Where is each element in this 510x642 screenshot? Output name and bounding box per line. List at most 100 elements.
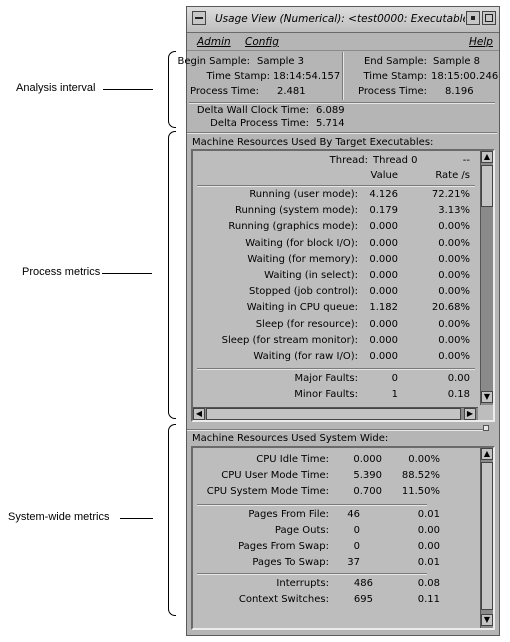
scroll-down-arrow-icon[interactable]: ▼ [481, 391, 493, 403]
process-hscroll-thumb[interactable] [206, 408, 461, 420]
metric-rate: 3.13% [438, 205, 470, 217]
pages-misc-separator [197, 573, 427, 575]
metric-rate: 0.00% [438, 270, 470, 281]
process-horizontal-scrollbar[interactable]: ◀ ▶ [193, 407, 478, 420]
metric-label: Running (user mode): [249, 189, 358, 200]
thread-value: Thread 0 [373, 155, 418, 166]
metric-rate: 0.00% [438, 351, 470, 362]
system-scroll-down-arrow-icon[interactable]: ▼ [481, 614, 493, 626]
window-menu-icon [195, 17, 203, 19]
metric-value: 0.000 [369, 221, 398, 233]
metric-value: 0 [353, 541, 360, 552]
system-vscroll-thumb[interactable] [481, 462, 493, 610]
metric-label: CPU User Mode Time: [221, 470, 329, 481]
process-vertical-scrollbar[interactable]: ▲ ▼ [480, 151, 493, 405]
begin-process-time-label: Process Time: [190, 86, 259, 97]
process-faults-separator [197, 368, 475, 370]
process-header-separator [197, 185, 475, 187]
metric-value: 0.000 [369, 237, 398, 249]
metric-value: 0.179 [369, 205, 398, 217]
metric-rate: 0.00% [438, 286, 470, 298]
system-metrics-header: Machine Resources Used System Wide: [192, 433, 389, 444]
metric-rate: 0.00% [438, 334, 470, 346]
metric-label: CPU System Mode Time: [206, 486, 329, 497]
scroll-right-arrow-icon[interactable]: ▶ [464, 408, 476, 420]
metric-label: Stopped (job control): [248, 286, 358, 298]
brace-process [168, 131, 176, 419]
metric-rate: 0.00 [417, 541, 440, 552]
metric-value: 5.390 [353, 470, 382, 481]
scroll-left-arrow-icon[interactable]: ◀ [193, 408, 205, 420]
metric-value: 0.000 [369, 286, 398, 298]
thread-rate: -- [462, 155, 470, 166]
metric-rate: 0.00 [417, 525, 440, 536]
metric-value: 37 [347, 557, 360, 568]
process-metrics-list: Thread: Thread 0 -- Value Rate /s Runnin… [193, 151, 478, 405]
delta-wall-clock-value: 6.089 [316, 105, 345, 116]
metric-value: 695 [353, 594, 373, 605]
callout-system-wide: System-wide metrics [8, 511, 110, 523]
metric-rate: 88.52% [401, 470, 440, 481]
callout-analysis-interval: Analysis interval [16, 82, 96, 94]
metric-rate: 0.11 [417, 594, 440, 605]
column-rate-header: Rate /s [435, 170, 470, 181]
metric-value: 0 [391, 373, 398, 384]
metric-label: Interrupts: [276, 578, 329, 589]
metric-label: Running (graphics mode): [228, 221, 358, 233]
system-scroll-up-arrow-icon[interactable]: ▲ [481, 448, 493, 460]
column-value-header: Value [370, 170, 398, 181]
metric-rate: 0.01 [417, 557, 440, 568]
pane-sash-handle[interactable] [483, 425, 489, 431]
process-vscroll-thumb[interactable] [481, 165, 493, 207]
metric-value: 0.000 [353, 454, 382, 465]
begin-sample-value: Sample 3 [257, 56, 305, 67]
metric-label: Minor Faults: [294, 389, 358, 400]
system-metrics-panel: CPU Idle Time: 0.000 0.00% CPU User Mode Ti… [191, 446, 495, 630]
title-bar[interactable]: Usage View (Numerical): <test0000: Execu… [187, 7, 499, 33]
scroll-up-arrow-icon[interactable]: ▲ [481, 151, 493, 163]
metric-label: Context Switches: [238, 594, 329, 605]
metric-rate: 0.00% [438, 237, 470, 249]
metric-value: 1 [391, 389, 398, 400]
end-timestamp-label: Time Stamp: [363, 71, 427, 82]
metric-rate: 0.18 [447, 389, 470, 400]
metric-rate: 0.08 [417, 578, 440, 589]
metric-value: 486 [353, 578, 373, 589]
metric-label: Page Outs: [274, 525, 329, 536]
cpu-pages-separator [197, 504, 427, 506]
section-separator-1 [187, 132, 497, 134]
metric-rate: 0.01 [417, 509, 440, 520]
metric-rate: 0.00% [438, 253, 470, 265]
menu-config[interactable]: Config [245, 36, 279, 48]
metric-value: 0 [353, 525, 360, 536]
metric-rate: 0.00% [438, 221, 470, 233]
system-vertical-scrollbar[interactable]: ▲ ▼ [480, 448, 493, 628]
metric-value: 0.000 [369, 270, 398, 281]
metric-label: Sleep (for resource): [255, 318, 358, 330]
menu-bar: Admin Config Help [187, 33, 499, 51]
metric-label: Waiting in CPU queue: [246, 302, 358, 314]
interval-separator [189, 102, 495, 104]
metric-value: 1.182 [369, 302, 398, 314]
delta-process-time-label: Delta Process Time: [210, 118, 309, 129]
metric-rate: 11.50% [401, 486, 440, 497]
begin-process-time-value: 2.481 [277, 86, 306, 97]
begin-sample-label: Begin Sample: [177, 56, 250, 67]
metric-value: 46 [347, 509, 360, 520]
delta-process-time-value: 5.714 [316, 118, 345, 129]
end-timestamp-value: 18:15:00.246 [431, 71, 499, 82]
begin-timestamp-value: 18:14:54.157 [273, 71, 341, 82]
minimize-button[interactable] [466, 11, 480, 25]
metric-value: 4.126 [369, 189, 398, 200]
window-menu-button[interactable] [192, 11, 206, 25]
maximize-button[interactable] [482, 11, 496, 25]
end-process-time-value: 8.196 [445, 86, 474, 97]
metric-rate: 0.00 [447, 373, 470, 384]
menu-admin[interactable]: Admin [197, 36, 231, 48]
metric-label: Running (system mode): [234, 205, 358, 217]
metric-value: 0.000 [369, 351, 398, 362]
metric-value: 0.000 [369, 334, 398, 346]
metric-label: Major Faults: [294, 373, 358, 384]
section-separator-2 [187, 429, 487, 431]
menu-help[interactable]: Help [469, 36, 493, 48]
